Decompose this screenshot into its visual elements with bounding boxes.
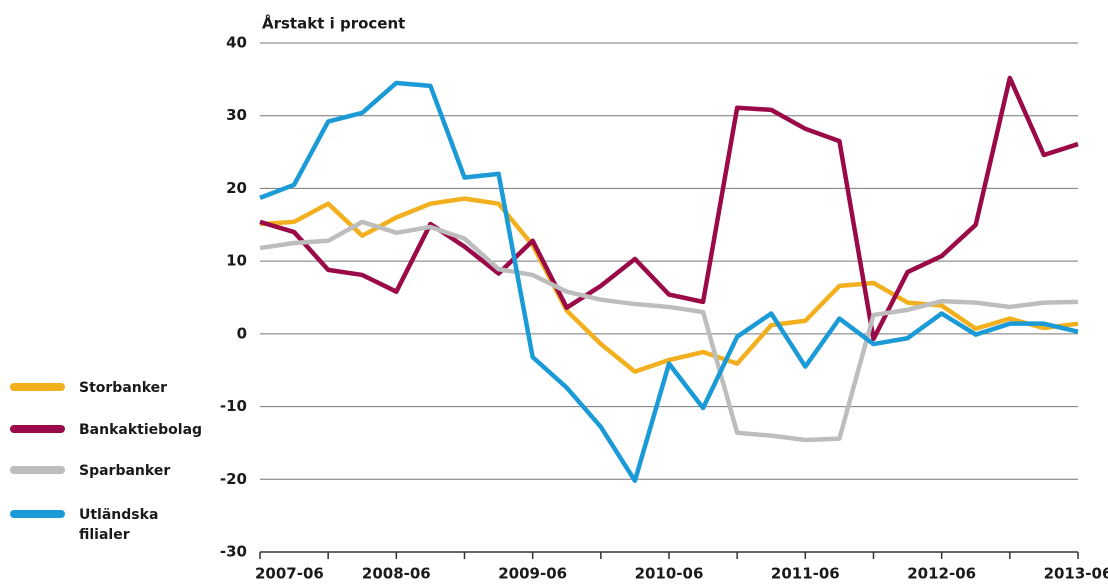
y-tick-label: 20 [226,179,247,197]
y-tick-label: 10 [226,252,247,270]
legend-item: Sparbanker [10,461,191,481]
legend-item: Storbanker [10,378,191,398]
series-line [259,196,1079,374]
y-tick-label: 0 [237,324,247,342]
series-line [259,219,1079,443]
x-tick-label: 2009-06 [498,565,567,583]
x-tick-label: 2010-06 [635,565,704,583]
legend-item: Bankaktiebolag [10,420,203,440]
series-line [259,75,1079,342]
y-tick-label: -30 [220,543,247,561]
y-tick-label: 40 [226,34,247,52]
x-tick-label: 2008-06 [362,565,431,583]
x-tick-label: 2013-06 [1044,565,1108,583]
legend-label: Utländska filialer [79,507,159,543]
y-axis-label: Årstakt i procent [262,14,405,33]
y-tick-label: -20 [220,470,247,488]
x-tick-label: 2007-06 [255,565,324,583]
x-tick-label: 2012-06 [907,565,976,583]
legend-swatch [10,425,65,433]
legend-swatch [10,383,65,391]
legend-swatch [10,510,65,518]
y-tick-label: 30 [226,106,247,124]
x-tick-label: 2011-06 [771,565,840,583]
series-line [259,80,1079,483]
legend-label: Storbanker [79,380,168,396]
legend-swatch [10,466,65,474]
legend-item: Utländska filialer [10,505,191,545]
legend-label: Bankaktiebolag [79,422,203,438]
legend-label: Sparbanker [79,463,171,479]
y-tick-label: -10 [220,397,247,415]
